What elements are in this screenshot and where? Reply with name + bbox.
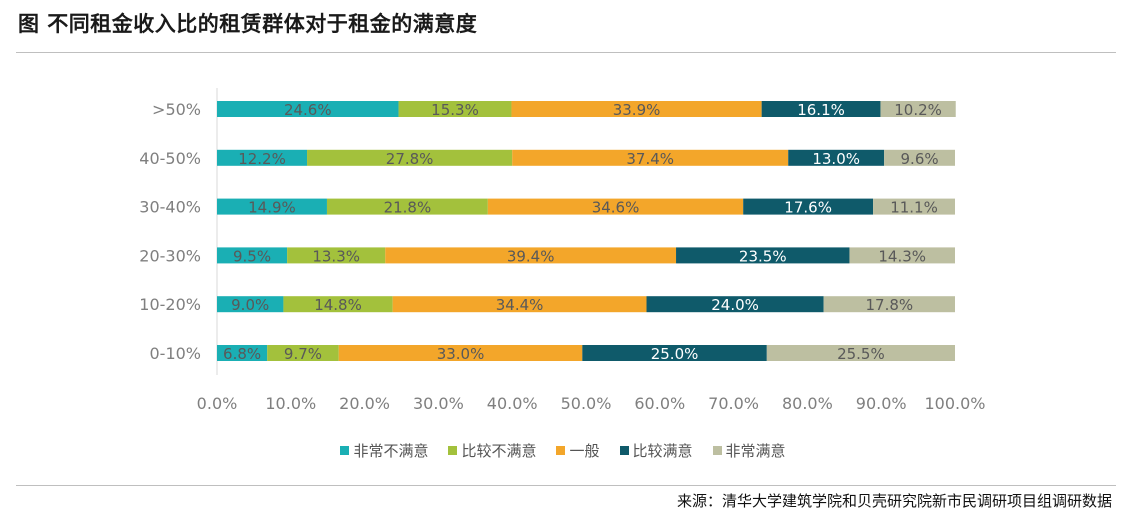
data-label: 27.8% [386,150,434,168]
legend-label: 比较不满意 [461,442,537,460]
data-label: 9.5% [233,247,271,265]
bar-segment [326,198,488,215]
bar-segment [761,101,881,117]
legend-item: 比较不满意 [448,440,536,461]
x-tick-label: 0.0% [197,394,238,413]
data-label: 14.9% [248,199,296,217]
data-label: 17.6% [784,199,832,217]
data-label: 24.6% [284,101,332,119]
bar-segment [766,345,955,361]
chart-title: 图 不同租金收入比的租赁群体对于租金的满意度 [18,12,478,36]
bar-segment [307,149,513,166]
x-tick-label: 40.0% [487,394,538,413]
bar-segment [217,149,308,166]
data-label: 12.2% [238,150,286,168]
bar-segment [267,345,339,361]
data-label: 13.0% [812,150,860,168]
bar-segment [676,247,850,264]
legend-item: 比较满意 [619,440,693,461]
x-tick-label: 30.0% [413,394,464,413]
data-label: 15.3% [431,101,479,119]
y-tick-label: >50% [152,100,201,119]
bar-segment [283,296,393,313]
data-label: 6.8% [223,345,261,363]
bar-segment [487,198,744,215]
data-label: 24.0% [711,296,759,314]
bar-segment [823,296,955,313]
bar-segment [338,345,583,361]
bar-segment [217,198,327,215]
data-label: 10.2% [894,101,942,119]
legend-swatch [712,446,722,455]
bar-segment [392,296,647,313]
legend-label: 非常满意 [725,442,786,460]
data-label: 37.4% [626,150,674,168]
stacked-bar-chart: >50% 24.6% 15.3% 33.9% 16.1% 10.2% 40-50% 12.2%… [139,88,986,413]
y-tick-label: 40-50% [139,149,201,168]
x-tick-label: 100.0% [924,394,985,413]
bar-segment [512,149,789,166]
bar-segment [849,247,955,264]
title-divider [16,52,1116,53]
data-label: 17.8% [865,296,913,314]
bar-segment [217,101,399,117]
legend-label: 非常不满意 [353,442,429,460]
bar-segment [511,101,762,117]
data-label: 13.3% [312,247,360,265]
data-label: 33.0% [437,345,485,363]
data-label: 34.6% [592,199,640,217]
data-label: 14.8% [314,296,362,314]
legend-label: 一般 [569,442,600,460]
bar-segment [398,101,512,117]
x-tick-label: 20.0% [339,394,390,413]
bar-segment [217,247,288,264]
legend-item: 非常满意 [712,440,786,461]
x-tick-label: 10.0% [265,394,316,413]
x-tick-label: 90.0% [856,394,907,413]
data-label: 39.4% [507,247,555,265]
x-tick-label: 50.0% [561,394,612,413]
data-label: 9.7% [284,345,322,363]
legend-item: 一般 [556,440,600,461]
x-tick-label: 80.0% [782,394,833,413]
legend-swatch [340,446,350,455]
bar-segment [788,149,885,166]
data-label: 23.5% [739,247,787,265]
legend-swatch [448,446,458,455]
bar-segment [582,345,767,361]
data-label: 25.5% [837,345,885,363]
bar-segment [880,101,956,117]
data-label: 25.0% [651,345,699,363]
data-label: 33.9% [613,101,661,119]
bar-segment [873,198,955,215]
bar-segment [217,296,284,313]
bar-segment [884,149,955,166]
bar-segment [743,198,874,215]
footer-divider [16,485,1116,486]
data-label: 9.0% [231,296,269,314]
data-label: 34.4% [496,296,544,314]
y-tick-label: 30-40% [139,198,201,217]
data-label: 11.1% [890,199,938,217]
data-label: 14.3% [878,247,926,265]
data-label: 21.8% [384,199,432,217]
data-label: 9.6% [901,150,939,168]
bar-segment [287,247,386,264]
legend-label: 比较满意 [632,442,693,460]
x-tick-label: 60.0% [634,394,685,413]
y-tick-label: 10-20% [139,295,201,314]
y-tick-label: 20-30% [139,246,201,265]
bar-segment [646,296,824,313]
legend-swatch [619,446,629,455]
legend-swatch [556,446,566,455]
x-tick-label: 70.0% [708,394,759,413]
data-label: 16.1% [797,101,845,119]
legend: 非常不满意 比较不满意 一般 比较满意 非常满意 [0,440,1126,461]
source-note: 来源：清华大学建筑学院和贝壳研究院新市民调研项目组调研数据 [676,492,1112,510]
legend-item: 非常不满意 [340,440,428,461]
bar-segment [217,345,268,361]
y-tick-label: 0-10% [149,344,201,363]
bar-segment [385,247,677,264]
